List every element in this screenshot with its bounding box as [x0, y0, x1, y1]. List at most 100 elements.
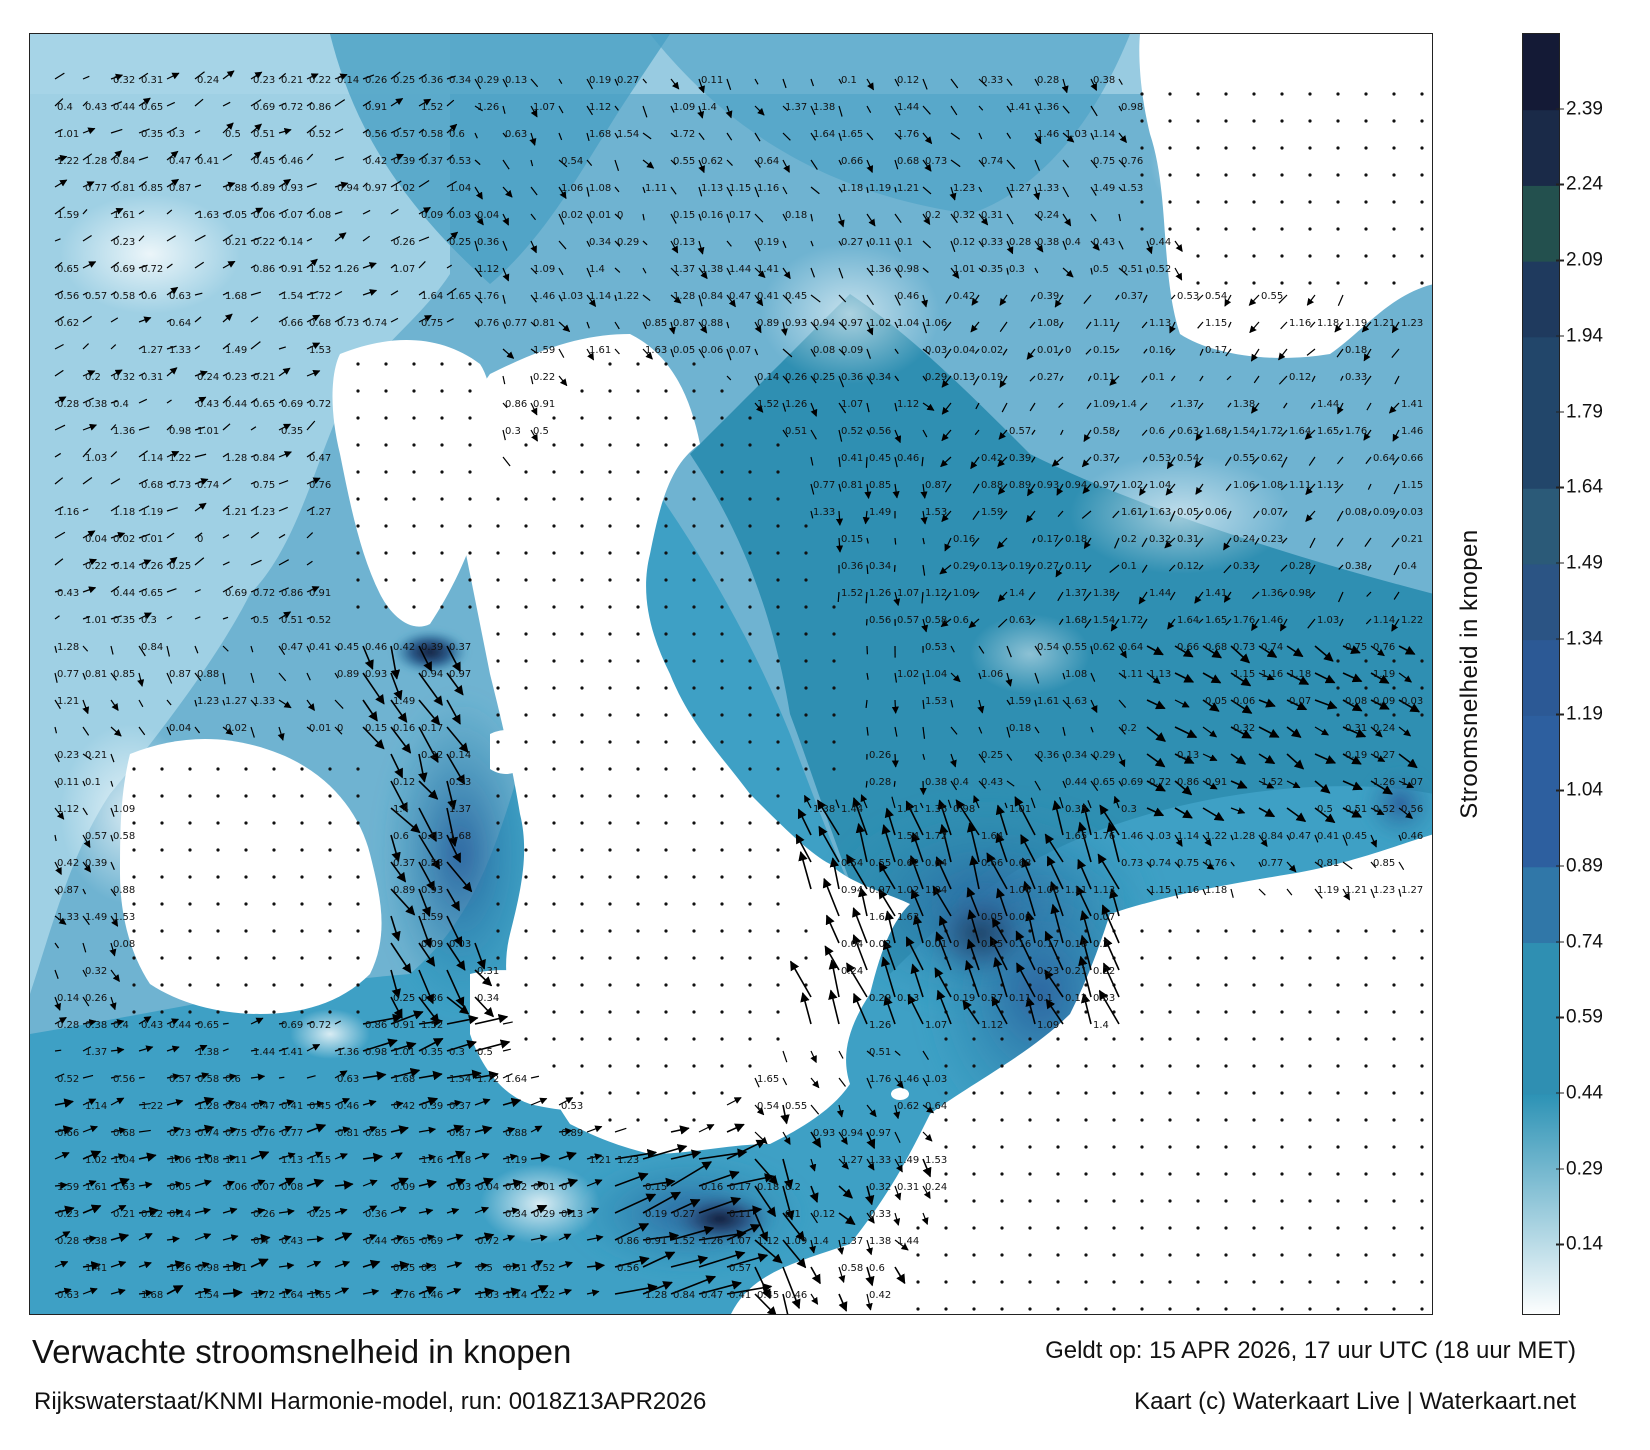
current-arrow — [194, 345, 201, 350]
grid-dot — [384, 551, 388, 555]
grid-dot — [664, 713, 668, 717]
grid-dot — [776, 1010, 780, 1014]
current-arrow — [614, 159, 620, 171]
speed-label: 1.54 — [449, 1074, 471, 1085]
speed-label: 0.1 — [897, 237, 913, 248]
current-arrow — [474, 1206, 489, 1214]
current-arrow — [1281, 537, 1288, 544]
current-arrow — [530, 1075, 540, 1079]
current-arrow — [1223, 591, 1232, 603]
current-arrow — [894, 1266, 906, 1285]
grid-dot — [1280, 200, 1284, 204]
grid-dot — [692, 389, 696, 393]
speed-label: 1.15 — [1233, 669, 1255, 680]
current-arrow — [390, 969, 401, 999]
grid-dot — [972, 1010, 976, 1014]
speed-label: 0.58 — [421, 129, 443, 140]
current-arrow — [110, 1260, 127, 1268]
current-arrow — [558, 348, 565, 358]
speed-label: 1.07 — [897, 588, 919, 599]
current-arrow — [782, 1212, 806, 1242]
current-arrow — [1102, 962, 1120, 998]
speed-label: 0.38 — [1345, 561, 1367, 572]
speed-label: 0.74 — [1261, 642, 1283, 653]
speed-label: 0.26 — [253, 1209, 275, 1220]
grid-dot — [1140, 200, 1144, 204]
current-arrow — [138, 1181, 153, 1189]
speed-label: 0.6 — [869, 1263, 885, 1274]
current-arrow — [1337, 456, 1344, 465]
current-arrow — [54, 558, 64, 566]
current-arrow — [418, 753, 428, 783]
speed-label: 0.75 — [253, 480, 275, 491]
current-arrow — [110, 344, 117, 350]
current-arrow — [866, 78, 875, 91]
speed-label: 1.12 — [981, 1020, 1003, 1031]
current-arrow — [1057, 591, 1064, 602]
grid-dot — [972, 1253, 976, 1257]
current-arrow — [1314, 699, 1338, 710]
current-arrow — [838, 1077, 846, 1087]
speed-label: 0.17 — [729, 210, 751, 221]
grid-dot — [608, 875, 612, 879]
current-arrow — [782, 1185, 795, 1221]
current-arrow — [865, 1293, 873, 1311]
current-arrow — [110, 451, 118, 458]
current-arrow — [754, 321, 762, 334]
current-arrow — [250, 291, 262, 296]
current-arrow — [1174, 726, 1198, 739]
current-arrow — [502, 186, 513, 198]
speed-label: 1.13 — [1093, 885, 1115, 896]
current-arrow — [935, 856, 952, 890]
current-arrow — [1174, 699, 1190, 708]
current-arrow — [362, 645, 374, 670]
current-arrow — [1286, 807, 1307, 823]
current-arrow — [1118, 132, 1127, 144]
grid-dot — [1028, 1226, 1032, 1230]
current-arrow — [1146, 267, 1149, 274]
current-arrow — [1308, 456, 1316, 466]
speed-label: 0.73 — [169, 1128, 191, 1139]
current-arrow — [1250, 348, 1260, 362]
grid-dot — [580, 740, 584, 744]
current-arrow — [1141, 429, 1148, 436]
current-arrow — [250, 615, 257, 620]
grid-dot — [776, 578, 780, 582]
speed-label: 1.52 — [421, 1020, 443, 1031]
speed-label: 0.29 — [869, 993, 891, 1004]
current-arrow — [1338, 564, 1344, 570]
colorbar-tick: 0.14 — [1556, 1233, 1603, 1255]
current-speed-map[interactable]: 0.32 0.31 0.24 0.23 0.21 0.22 0.14 0.26 0.25 0.36… — [29, 33, 1433, 1315]
grid-dot — [1112, 1118, 1116, 1122]
current-arrow — [1230, 807, 1246, 815]
grid-dot — [160, 929, 164, 933]
current-arrow — [166, 126, 178, 134]
grid-dot — [244, 794, 248, 798]
current-arrow — [278, 72, 287, 80]
current-arrow — [474, 240, 479, 252]
grid-dot — [1000, 1037, 1004, 1041]
grid-dot — [1252, 119, 1256, 123]
current-arrow — [222, 153, 233, 161]
current-arrow — [838, 1158, 849, 1170]
current-arrow — [670, 240, 679, 254]
current-arrow — [1174, 834, 1183, 847]
speed-label: 0.24 — [197, 75, 219, 86]
grid-dot — [1280, 1172, 1284, 1176]
speed-label: 0.6 — [141, 291, 157, 302]
grid-dot — [1112, 1307, 1116, 1311]
current-arrow — [586, 294, 597, 308]
current-arrow — [997, 591, 1008, 602]
speed-label: 0.39 — [393, 156, 415, 167]
speed-label: 0.68 — [1205, 642, 1227, 653]
grid-dot — [1252, 173, 1256, 177]
current-arrow — [418, 73, 427, 80]
speed-label: 1.65 — [1065, 831, 1087, 842]
current-arrow — [754, 1239, 783, 1264]
current-arrow — [110, 780, 114, 787]
grid-dot — [1364, 1307, 1368, 1311]
current-arrow — [250, 1233, 271, 1244]
current-arrow — [502, 1179, 524, 1189]
grid-dot — [1364, 200, 1368, 204]
grid-dot — [636, 497, 640, 501]
